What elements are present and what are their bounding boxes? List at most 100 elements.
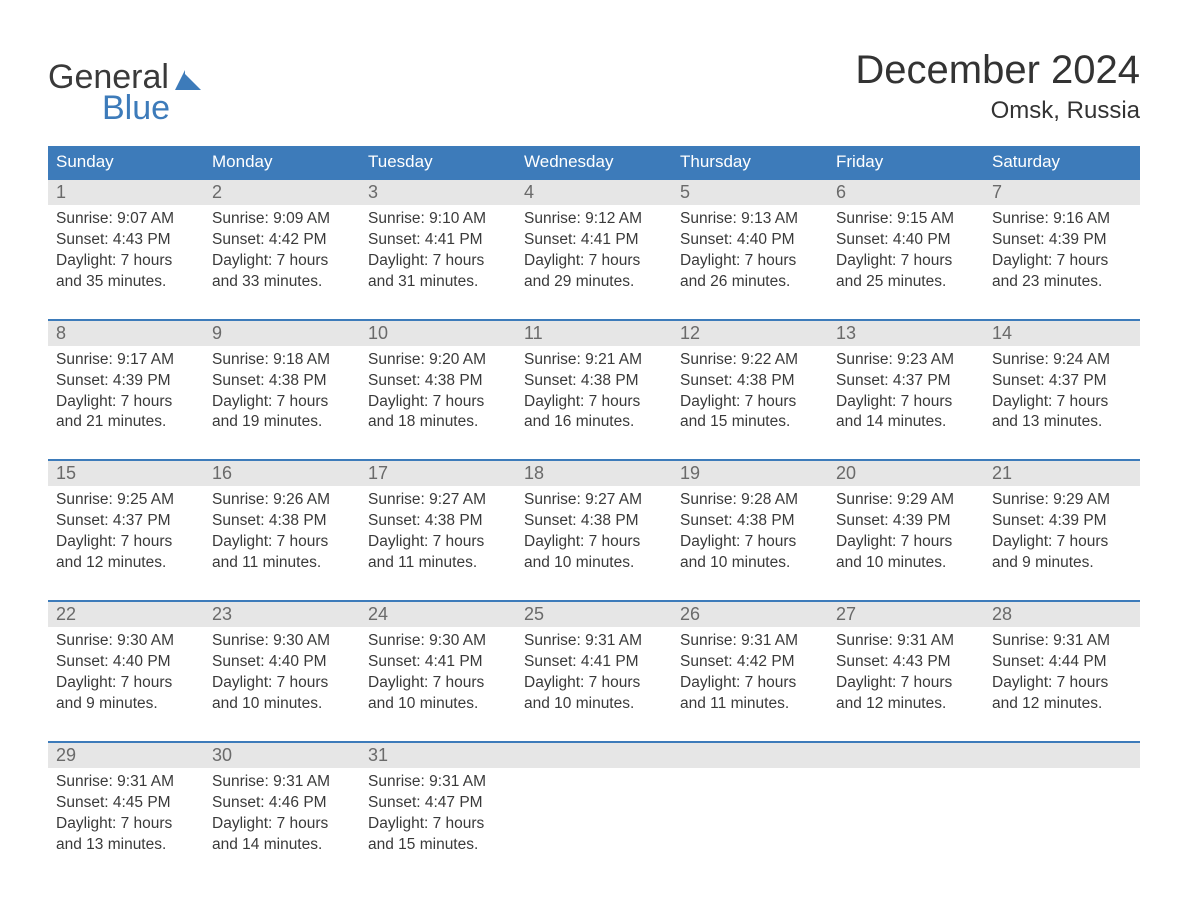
day-dl2: and 10 minutes. [524, 694, 664, 715]
day-number: 10 [360, 321, 516, 346]
day-body: Sunrise: 9:12 AMSunset: 4:41 PMDaylight:… [516, 205, 672, 301]
day-cell: 7Sunrise: 9:16 AMSunset: 4:39 PMDaylight… [984, 180, 1140, 301]
day-body: Sunrise: 9:25 AMSunset: 4:37 PMDaylight:… [48, 486, 204, 582]
day-dl2: and 15 minutes. [368, 835, 508, 856]
day-body: Sunrise: 9:31 AMSunset: 4:44 PMDaylight:… [984, 627, 1140, 723]
day-cell: 1Sunrise: 9:07 AMSunset: 4:43 PMDaylight… [48, 180, 204, 301]
day-dl1: Daylight: 7 hours [368, 814, 508, 835]
day-sunset: Sunset: 4:38 PM [680, 511, 820, 532]
day-cell: 24Sunrise: 9:30 AMSunset: 4:41 PMDayligh… [360, 602, 516, 723]
day-body: Sunrise: 9:27 AMSunset: 4:38 PMDaylight:… [360, 486, 516, 582]
day-sunrise: Sunrise: 9:16 AM [992, 209, 1132, 230]
day-dl1: Daylight: 7 hours [836, 392, 976, 413]
day-sunset: Sunset: 4:38 PM [680, 371, 820, 392]
day-body: Sunrise: 9:30 AMSunset: 4:40 PMDaylight:… [48, 627, 204, 723]
day-sunrise: Sunrise: 9:12 AM [524, 209, 664, 230]
dow-friday: Friday [828, 146, 984, 178]
day-sunset: Sunset: 4:39 PM [836, 511, 976, 532]
day-dl1: Daylight: 7 hours [56, 392, 196, 413]
day-body: Sunrise: 9:20 AMSunset: 4:38 PMDaylight:… [360, 346, 516, 442]
day-dl1: Daylight: 7 hours [992, 532, 1132, 553]
day-dl2: and 33 minutes. [212, 272, 352, 293]
day-sunrise: Sunrise: 9:30 AM [212, 631, 352, 652]
day-body: Sunrise: 9:31 AMSunset: 4:43 PMDaylight:… [828, 627, 984, 723]
dow-monday: Monday [204, 146, 360, 178]
day-cell [828, 743, 984, 864]
day-dl2: and 18 minutes. [368, 412, 508, 433]
day-number: 4 [516, 180, 672, 205]
weeks-container: 1Sunrise: 9:07 AMSunset: 4:43 PMDaylight… [48, 178, 1140, 863]
page: General Blue December 2024 Omsk, Russia … [0, 0, 1188, 923]
day-dl2: and 9 minutes. [56, 694, 196, 715]
day-sunrise: Sunrise: 9:28 AM [680, 490, 820, 511]
day-cell: 18Sunrise: 9:27 AMSunset: 4:38 PMDayligh… [516, 461, 672, 582]
day-number: 17 [360, 461, 516, 486]
day-sunrise: Sunrise: 9:31 AM [56, 772, 196, 793]
day-sunset: Sunset: 4:38 PM [212, 371, 352, 392]
day-sunset: Sunset: 4:45 PM [56, 793, 196, 814]
day-dl1: Daylight: 7 hours [524, 392, 664, 413]
day-dl1: Daylight: 7 hours [992, 673, 1132, 694]
day-sunrise: Sunrise: 9:29 AM [992, 490, 1132, 511]
day-number: 12 [672, 321, 828, 346]
day-dl2: and 12 minutes. [56, 553, 196, 574]
day-cell: 29Sunrise: 9:31 AMSunset: 4:45 PMDayligh… [48, 743, 204, 864]
day-number [984, 743, 1140, 768]
day-dl1: Daylight: 7 hours [56, 814, 196, 835]
day-number: 23 [204, 602, 360, 627]
day-dl2: and 31 minutes. [368, 272, 508, 293]
day-number: 9 [204, 321, 360, 346]
day-sunrise: Sunrise: 9:21 AM [524, 350, 664, 371]
day-sunrise: Sunrise: 9:15 AM [836, 209, 976, 230]
day-cell: 26Sunrise: 9:31 AMSunset: 4:42 PMDayligh… [672, 602, 828, 723]
day-sunrise: Sunrise: 9:30 AM [368, 631, 508, 652]
day-dl2: and 13 minutes. [992, 412, 1132, 433]
day-sunset: Sunset: 4:40 PM [680, 230, 820, 251]
dow-thursday: Thursday [672, 146, 828, 178]
day-body: Sunrise: 9:24 AMSunset: 4:37 PMDaylight:… [984, 346, 1140, 442]
logo: General Blue [48, 58, 201, 128]
day-dl1: Daylight: 7 hours [212, 814, 352, 835]
day-body: Sunrise: 9:29 AMSunset: 4:39 PMDaylight:… [984, 486, 1140, 582]
day-body: Sunrise: 9:27 AMSunset: 4:38 PMDaylight:… [516, 486, 672, 582]
calendar: Sunday Monday Tuesday Wednesday Thursday… [48, 146, 1140, 863]
day-sunrise: Sunrise: 9:17 AM [56, 350, 196, 371]
day-dl2: and 13 minutes. [56, 835, 196, 856]
day-cell: 11Sunrise: 9:21 AMSunset: 4:38 PMDayligh… [516, 321, 672, 442]
day-body: Sunrise: 9:31 AMSunset: 4:46 PMDaylight:… [204, 768, 360, 864]
day-sunset: Sunset: 4:38 PM [524, 371, 664, 392]
day-cell: 17Sunrise: 9:27 AMSunset: 4:38 PMDayligh… [360, 461, 516, 582]
day-sunset: Sunset: 4:37 PM [992, 371, 1132, 392]
day-cell: 21Sunrise: 9:29 AMSunset: 4:39 PMDayligh… [984, 461, 1140, 582]
day-number: 14 [984, 321, 1140, 346]
day-sunrise: Sunrise: 9:26 AM [212, 490, 352, 511]
day-sunrise: Sunrise: 9:09 AM [212, 209, 352, 230]
day-body: Sunrise: 9:16 AMSunset: 4:39 PMDaylight:… [984, 205, 1140, 301]
day-body: Sunrise: 9:30 AMSunset: 4:41 PMDaylight:… [360, 627, 516, 723]
day-sunset: Sunset: 4:37 PM [56, 511, 196, 532]
day-dl1: Daylight: 7 hours [56, 673, 196, 694]
day-sunrise: Sunrise: 9:13 AM [680, 209, 820, 230]
day-sunset: Sunset: 4:43 PM [836, 652, 976, 673]
day-body: Sunrise: 9:30 AMSunset: 4:40 PMDaylight:… [204, 627, 360, 723]
day-cell [984, 743, 1140, 864]
day-dl1: Daylight: 7 hours [368, 392, 508, 413]
day-dl2: and 15 minutes. [680, 412, 820, 433]
day-dl2: and 19 minutes. [212, 412, 352, 433]
day-body: Sunrise: 9:31 AMSunset: 4:42 PMDaylight:… [672, 627, 828, 723]
page-title: December 2024 [855, 48, 1140, 93]
day-dl2: and 12 minutes. [836, 694, 976, 715]
day-sunset: Sunset: 4:38 PM [212, 511, 352, 532]
day-dl2: and 10 minutes. [212, 694, 352, 715]
day-body: Sunrise: 9:28 AMSunset: 4:38 PMDaylight:… [672, 486, 828, 582]
day-sunrise: Sunrise: 9:29 AM [836, 490, 976, 511]
day-number: 15 [48, 461, 204, 486]
day-sunset: Sunset: 4:40 PM [212, 652, 352, 673]
header-row: General Blue December 2024 Omsk, Russia [48, 40, 1140, 128]
day-dl2: and 10 minutes. [680, 553, 820, 574]
day-number: 5 [672, 180, 828, 205]
day-number [516, 743, 672, 768]
day-dl2: and 26 minutes. [680, 272, 820, 293]
day-dl2: and 14 minutes. [212, 835, 352, 856]
dow-row: Sunday Monday Tuesday Wednesday Thursday… [48, 146, 1140, 178]
